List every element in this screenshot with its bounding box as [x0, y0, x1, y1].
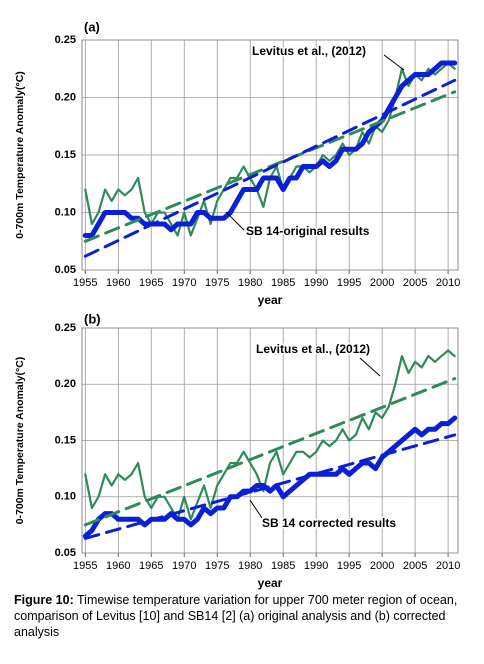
x-axis-label: year — [258, 293, 283, 307]
figure: 1955 1960 1965 1970 1975 1980 1985 1990 1995 2000… — [14, 19, 461, 590]
x-tick-label: 1955 — [73, 560, 97, 572]
x-tick-label: 1980 — [238, 560, 262, 572]
x-tick-label: 1995 — [337, 277, 361, 289]
x-tick-label: 1995 — [337, 560, 361, 572]
y-tick-label: 0.05 — [55, 547, 76, 559]
annotation-arrow — [249, 499, 263, 519]
y-tick-label: 0.20 — [55, 378, 76, 390]
y-axis-label: 0-700m Temperature Anomaly(°C) — [14, 357, 26, 525]
caption-text: Timewise temperature variation for upper… — [14, 593, 458, 639]
annotation: SB 14 corrected results — [262, 516, 396, 530]
x-tick-label: 1970 — [172, 277, 196, 289]
panel: 1955 1960 1965 1970 1975 1980 1985 1990 1995 2000… — [14, 311, 461, 590]
x-tick-label: 2010 — [436, 560, 460, 572]
y-tick-label: 0.15 — [55, 149, 76, 161]
panel: 1955 1960 1965 1970 1975 1980 1985 1990 1995 2000… — [14, 19, 461, 307]
x-tick-label: 2000 — [370, 560, 394, 572]
series-line — [83, 433, 457, 540]
x-tick-label: 1985 — [271, 560, 295, 572]
series-line — [83, 90, 457, 243]
annotation: Levitus et al., (2012) — [256, 342, 370, 356]
x-tick-label: 2000 — [370, 277, 394, 289]
x-tick-label: 1975 — [205, 560, 229, 572]
x-tick-label: 1965 — [139, 277, 163, 289]
x-axis-label: year — [258, 576, 283, 590]
x-tick-label: 1970 — [172, 560, 196, 572]
annotation-arrow — [383, 54, 405, 71]
series-line — [84, 349, 456, 521]
x-tick-label: 1975 — [205, 277, 229, 289]
x-tick-label: 1955 — [73, 277, 97, 289]
x-tick-label: 2010 — [436, 277, 460, 289]
caption-label: Figure 10: — [14, 593, 74, 607]
y-tick-label: 0.25 — [55, 322, 76, 334]
x-tick-label: 1965 — [139, 560, 163, 572]
x-tick-label: 1960 — [106, 277, 130, 289]
annotation-arrow — [359, 357, 381, 377]
series-line — [83, 78, 457, 258]
y-axis-label: 0-700m Temperature Anomaly(°C) — [14, 71, 26, 239]
y-tick-label: 0.20 — [55, 91, 76, 103]
panel-label: (b) — [84, 311, 101, 326]
y-tick-label: 0.10 — [55, 491, 76, 503]
annotation-arrow — [225, 211, 245, 231]
series-line — [82, 415, 458, 539]
x-tick-label: 2005 — [403, 277, 427, 289]
x-tick-label: 1985 — [271, 277, 295, 289]
x-tick-label: 1980 — [238, 277, 262, 289]
panel-label: (a) — [84, 19, 100, 34]
x-tick-label: 1960 — [106, 560, 130, 572]
x-tick-label: 1990 — [304, 277, 328, 289]
y-tick-label: 0.05 — [55, 264, 76, 276]
y-tick-label: 0.15 — [55, 434, 76, 446]
x-tick-label: 1990 — [304, 560, 328, 572]
series-line — [83, 377, 457, 527]
annotation: Levitus et al., (2012) — [252, 44, 366, 58]
y-tick-label: 0.25 — [55, 34, 76, 46]
series-line — [82, 60, 458, 238]
caption: Figure 10: Timewise temperature variatio… — [14, 592, 472, 640]
annotation: SB 14-original results — [246, 224, 370, 238]
x-tick-label: 2005 — [403, 560, 427, 572]
y-tick-label: 0.10 — [55, 206, 76, 218]
